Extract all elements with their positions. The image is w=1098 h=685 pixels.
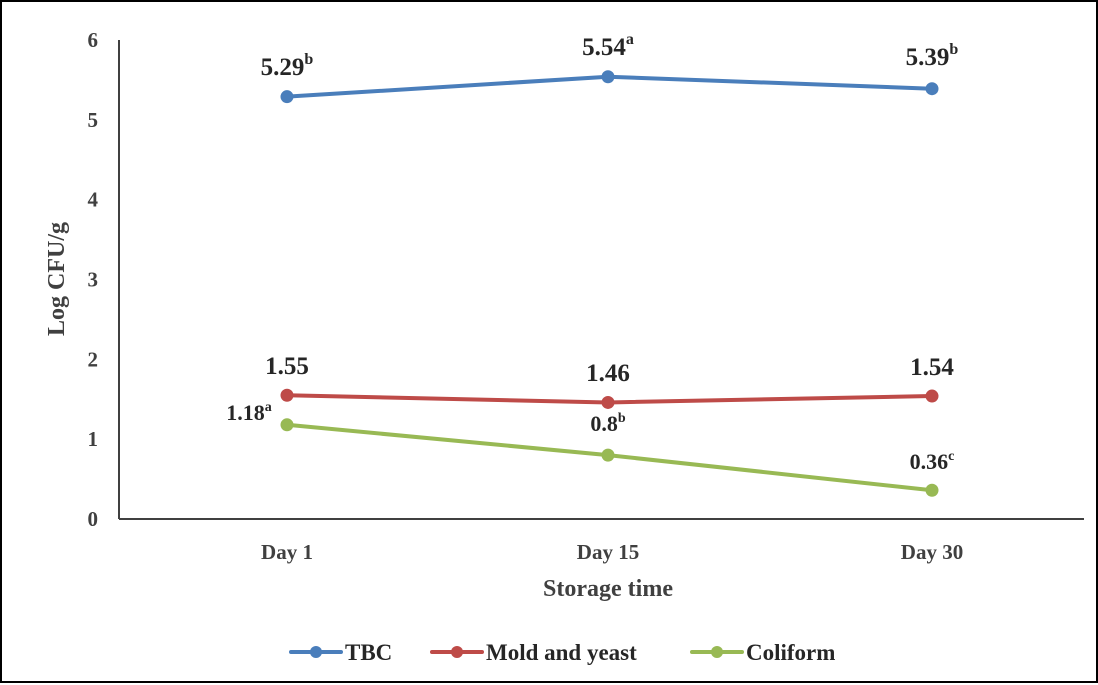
data-label: 5.54a bbox=[582, 31, 634, 61]
x-tick-label: Day 15 bbox=[577, 540, 639, 564]
legend-label: Coliform bbox=[746, 640, 835, 665]
x-axis-title: Storage time bbox=[543, 576, 673, 602]
x-tick-label: Day 30 bbox=[901, 540, 963, 564]
y-tick-label: 1 bbox=[88, 427, 99, 451]
data-label: 1.46 bbox=[586, 360, 630, 387]
data-point bbox=[925, 82, 939, 96]
data-labels: 5.29b 5.54a 5.39b 1.55 1.46 1.54 1.18a 0.8b 0.36… bbox=[226, 31, 958, 474]
legend-swatch-marker bbox=[711, 646, 723, 658]
data-label: 0.8b bbox=[590, 411, 626, 436]
data-label: 5.29b bbox=[261, 51, 314, 81]
data-point bbox=[601, 395, 615, 409]
legend-swatch-marker bbox=[451, 646, 463, 658]
data-label: 0.36c bbox=[910, 449, 955, 474]
x-tick-labels: Day 1 Day 15 Day 30 bbox=[261, 540, 963, 564]
legend-label: Mold and yeast bbox=[486, 640, 637, 665]
y-tick-label: 2 bbox=[88, 347, 99, 371]
data-point bbox=[601, 70, 615, 84]
y-tick-label: 5 bbox=[88, 108, 99, 132]
legend-item: TBC bbox=[289, 640, 392, 665]
y-tick-label: 0 bbox=[88, 507, 99, 531]
legend-item: Coliform bbox=[690, 640, 835, 665]
data-point bbox=[280, 90, 294, 104]
legend: TBC Mold and yeast Coliform bbox=[289, 640, 835, 665]
data-label: 1.55 bbox=[265, 353, 309, 380]
data-label: 5.39b bbox=[906, 41, 959, 71]
x-tick-label: Day 1 bbox=[261, 540, 313, 564]
data-point bbox=[601, 448, 615, 462]
y-axis-title: Log CFU/g bbox=[44, 222, 70, 336]
series-lines bbox=[280, 70, 939, 497]
axes bbox=[118, 40, 1084, 520]
data-label: 1.54 bbox=[910, 354, 954, 381]
legend-item: Mold and yeast bbox=[430, 640, 637, 665]
y-tick-label: 4 bbox=[88, 188, 99, 212]
y-tick-labels: 0 1 2 3 4 5 6 bbox=[88, 28, 99, 531]
data-point bbox=[280, 418, 294, 432]
data-point bbox=[925, 483, 939, 497]
data-point bbox=[280, 388, 294, 402]
y-tick-label: 6 bbox=[88, 28, 99, 52]
data-label: 1.18a bbox=[226, 400, 272, 425]
y-tick-label: 3 bbox=[88, 268, 99, 292]
legend-swatch-marker bbox=[310, 646, 322, 658]
data-point bbox=[925, 389, 939, 403]
legend-label: TBC bbox=[345, 640, 392, 665]
